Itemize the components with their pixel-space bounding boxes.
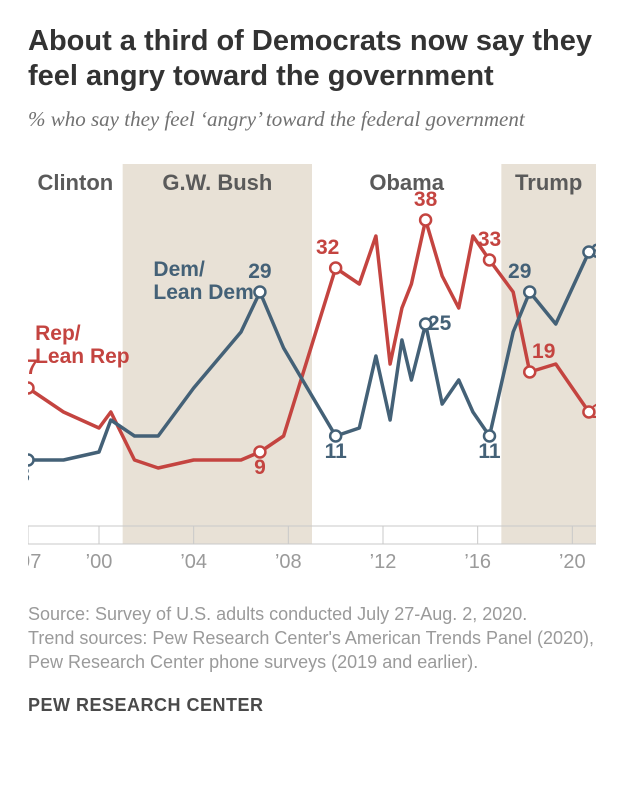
x-tick-label: ’08	[275, 551, 302, 573]
value-label: 11	[478, 440, 501, 463]
x-tick-label: ’20	[559, 551, 586, 573]
chart-title: About a third of Democrats now say they …	[28, 24, 596, 94]
line-chart-svg: ’97’00’04’08’12’16’20ClintonG.W. BushOba…	[28, 154, 596, 584]
value-label: 32	[316, 236, 339, 259]
data-marker	[330, 262, 341, 273]
value-label: 25	[428, 312, 452, 335]
value-label: 9	[254, 456, 266, 479]
data-marker	[524, 286, 535, 297]
value-label: 11	[325, 440, 348, 463]
series-label: Rep/Lean Rep	[35, 322, 130, 368]
value-label: 34	[591, 240, 596, 263]
x-tick-label: ’04	[180, 551, 207, 573]
data-marker	[484, 254, 495, 265]
x-tick-label: ’16	[464, 551, 491, 573]
presidency-label: Trump	[515, 170, 582, 195]
value-label: 8	[28, 464, 30, 487]
x-tick-label: ’00	[86, 551, 113, 573]
source-footnote: Source: Survey of U.S. adults conducted …	[28, 602, 596, 675]
x-tick-label: ’12	[370, 551, 397, 573]
value-label: 19	[532, 340, 555, 363]
value-label: 14	[591, 400, 596, 423]
data-marker	[28, 382, 34, 393]
value-label: 38	[414, 188, 438, 211]
data-marker	[254, 286, 265, 297]
brand-label: PEW RESEARCH CENTER	[28, 695, 596, 716]
value-label: 33	[478, 228, 501, 251]
data-marker	[420, 214, 431, 225]
chart-area: ’97’00’04’08’12’16’20ClintonG.W. BushOba…	[28, 154, 596, 584]
value-label: 29	[248, 260, 271, 283]
footnote-line-1: Source: Survey of U.S. adults conducted …	[28, 604, 527, 624]
presidency-label: Clinton	[37, 170, 113, 195]
footnote-line-2: Trend sources: Pew Research Center's Ame…	[28, 628, 594, 672]
presidency-band	[123, 164, 312, 544]
presidency-label: G.W. Bush	[162, 170, 272, 195]
value-label: 29	[508, 260, 531, 283]
data-marker	[524, 366, 535, 377]
chart-subtitle: % who say they feel ‘angry’ toward the f…	[28, 106, 596, 132]
x-tick-label: ’97	[28, 551, 41, 573]
